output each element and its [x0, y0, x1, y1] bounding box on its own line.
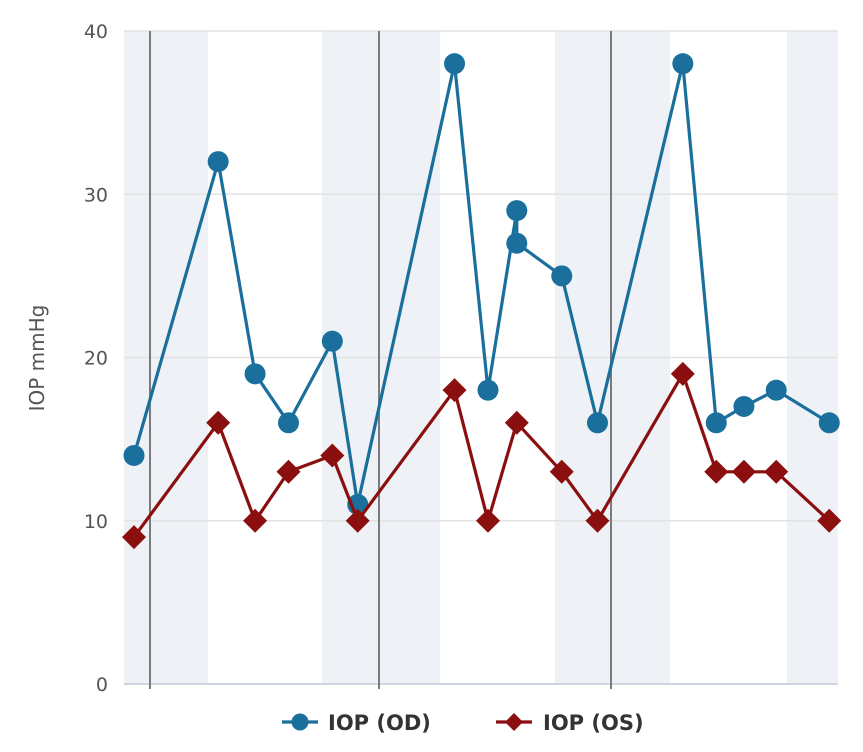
legend-marker	[291, 713, 309, 731]
y-axis-title: IOP mmHg	[25, 305, 49, 412]
data-point[interactable]	[320, 443, 345, 468]
data-point[interactable]	[276, 459, 301, 484]
data-point[interactable]	[477, 379, 499, 401]
y-tick-0: 0	[96, 674, 108, 696]
data-point[interactable]	[345, 508, 370, 533]
data-point[interactable]	[206, 410, 231, 435]
legend-marker	[505, 713, 523, 731]
data-point[interactable]	[243, 508, 268, 533]
data-point[interactable]	[585, 508, 610, 533]
data-point[interactable]	[733, 395, 755, 417]
y-tick-40: 40	[84, 21, 108, 43]
data-point[interactable]	[504, 410, 529, 435]
legend-item-os[interactable]: IOP (OS)	[496, 711, 644, 735]
data-point[interactable]	[818, 412, 840, 434]
data-point[interactable]	[765, 379, 787, 401]
data-point[interactable]	[670, 361, 695, 386]
data-point[interactable]	[672, 53, 694, 75]
legend[interactable]: IOP (OD) IOP (OS)	[282, 711, 644, 735]
data-point[interactable]	[475, 508, 500, 533]
data-point[interactable]	[764, 459, 789, 484]
data-point[interactable]	[122, 525, 146, 550]
data-point[interactable]	[207, 151, 229, 173]
data-point[interactable]	[704, 459, 729, 484]
y-tick-30: 30	[84, 184, 108, 206]
data-point[interactable]	[278, 412, 300, 434]
y-axis-tick-labels: 0 10 20 30 40	[84, 21, 108, 696]
data-point[interactable]	[506, 200, 528, 222]
data-point[interactable]	[442, 378, 467, 403]
y-tick-10: 10	[84, 511, 108, 533]
series-line	[132, 372, 831, 539]
data-point[interactable]	[587, 412, 609, 434]
legend-item-od[interactable]: IOP (OD)	[282, 711, 431, 735]
data-point[interactable]	[244, 363, 266, 385]
data-point[interactable]	[506, 232, 528, 254]
data-point[interactable]	[321, 330, 343, 352]
legend-label: IOP (OD)	[328, 711, 431, 735]
data-point[interactable]	[549, 459, 574, 484]
data-point[interactable]	[817, 508, 842, 533]
y-tick-20: 20	[84, 348, 108, 370]
series-od	[123, 53, 840, 515]
series-os	[122, 361, 842, 550]
data-point[interactable]	[551, 265, 573, 287]
data-point[interactable]	[705, 412, 727, 434]
data-point[interactable]	[731, 459, 756, 484]
data-point[interactable]	[444, 53, 466, 75]
legend-label: IOP (OS)	[543, 711, 644, 735]
series-layer	[122, 53, 842, 550]
data-point[interactable]	[123, 444, 145, 466]
